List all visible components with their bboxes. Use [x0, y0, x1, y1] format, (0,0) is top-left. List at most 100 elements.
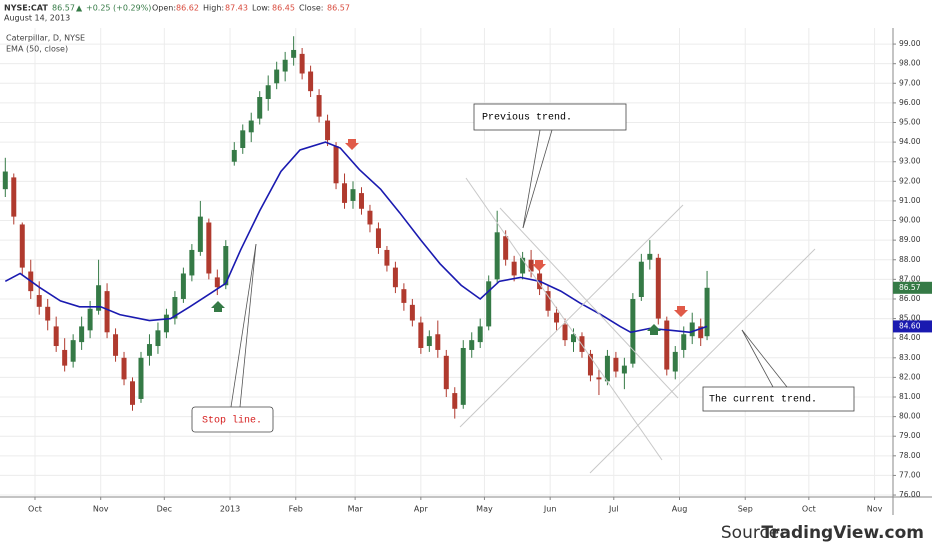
- change-arrow: ▲: [76, 4, 83, 13]
- trend-lines: [459, 177, 816, 474]
- y-tick-label: 91.00: [899, 196, 921, 205]
- sell-arrow: [532, 260, 546, 271]
- x-tick-label: Jun: [543, 505, 557, 514]
- candle-body: [2, 171, 8, 190]
- callout-text: Stop line.: [202, 415, 262, 427]
- candle-body: [113, 334, 119, 356]
- candle-body: [197, 216, 203, 252]
- x-tick-label: Mar: [348, 505, 364, 514]
- candle-body: [392, 267, 398, 288]
- x-tick-label: Oct: [28, 505, 42, 514]
- legend-entry: EMA (50, close): [6, 45, 68, 54]
- candle-body: [79, 326, 85, 343]
- buy-arrow: [211, 301, 225, 312]
- candle-body: [554, 312, 560, 323]
- close-label: Close:: [299, 4, 324, 13]
- x-tick-label: May: [476, 505, 493, 514]
- callout-pointer: [230, 243, 257, 408]
- candle-body: [189, 249, 195, 276]
- candle-body: [435, 334, 441, 350]
- candle-body: [511, 261, 517, 276]
- callout-box: [702, 386, 855, 412]
- candle-body: [11, 177, 17, 217]
- header: NYSE:CAT 86.57 ▲ +0.25 (+0.29%) Open: 86…: [4, 4, 350, 54]
- candle-body: [70, 340, 76, 362]
- date: August 14, 2013: [4, 14, 70, 23]
- candle-body: [248, 120, 254, 133]
- candle-body: [689, 322, 695, 337]
- candle-body: [704, 287, 710, 337]
- x-tick-label: Feb: [289, 505, 303, 514]
- y-tick-label: 86.00: [899, 294, 921, 303]
- candle-body: [638, 261, 644, 298]
- candle-body: [647, 253, 653, 260]
- trend-line: [459, 204, 684, 428]
- candle-body: [180, 273, 186, 299]
- callout-box: [191, 406, 274, 433]
- candle-body: [138, 357, 144, 399]
- sell-arrow: [674, 306, 688, 317]
- price-tag: [893, 281, 932, 294]
- candle-body: [342, 183, 348, 203]
- x-tick-label: Nov: [867, 505, 883, 514]
- candle-body: [104, 291, 110, 333]
- candle-body: [469, 340, 475, 350]
- candle-body: [520, 257, 526, 274]
- y-tick-label: 80.00: [899, 412, 921, 421]
- high-label: High:: [203, 4, 224, 13]
- candle-body: [325, 120, 331, 141]
- candle-body: [257, 97, 263, 119]
- candle-body: [443, 355, 449, 390]
- callout-pointer: [239, 243, 257, 408]
- candle-body: [316, 95, 322, 117]
- callout-text: The current trend.: [709, 394, 817, 406]
- y-tick-label: 83.00: [899, 353, 921, 362]
- candle-body: [384, 249, 390, 266]
- callout-box: [473, 103, 627, 131]
- x-tick-label: 2013: [220, 505, 240, 514]
- candle-body: [486, 281, 492, 327]
- y-tick-label: 79.00: [899, 431, 921, 440]
- y-tick-label: 90.00: [899, 216, 921, 225]
- trend-line: [499, 207, 679, 399]
- candle-body: [452, 393, 458, 409]
- x-tick-label: Apr: [414, 505, 429, 514]
- candle-body: [604, 355, 610, 382]
- callout-pointer: [741, 329, 774, 388]
- y-tick-label: 85.00: [899, 314, 921, 323]
- y-tick-label: 95.00: [899, 118, 921, 127]
- candle-body: [375, 228, 381, 248]
- candle-body: [223, 246, 229, 286]
- plot-area: [0, 28, 893, 497]
- y-tick-label: 97.00: [899, 78, 921, 87]
- candle-body: [596, 377, 602, 380]
- candle-body: [545, 291, 551, 311]
- trend-line: [465, 177, 663, 461]
- candle-body: [121, 357, 127, 380]
- candle-body: [477, 326, 483, 343]
- candle-body: [587, 353, 593, 376]
- y-tick-label: 92.00: [899, 176, 921, 185]
- chart-title: Caterpillar, D, NYSE: [6, 34, 85, 43]
- open-value: 86.62: [176, 4, 199, 13]
- low-value: 86.45: [272, 4, 295, 13]
- y-tick-label: 77.00: [899, 470, 921, 479]
- y-tick-label: 93.00: [899, 157, 921, 166]
- buy-arrow: [647, 324, 661, 335]
- low-label: Low:: [252, 4, 270, 13]
- candle-body: [96, 285, 102, 311]
- y-tick-label: 82.00: [899, 372, 921, 381]
- candle-body: [240, 130, 246, 148]
- callout-pointer: [522, 129, 553, 229]
- candle-body: [401, 289, 407, 303]
- price-tag-label: 84.60: [899, 321, 921, 330]
- callouts: Stop line. Previous trend. The current t…: [191, 103, 855, 433]
- candle-body: [163, 314, 169, 333]
- trend-line: [589, 248, 816, 474]
- x-tick-label: Sep: [738, 505, 753, 514]
- candle-body: [426, 336, 432, 347]
- candle-body: [562, 324, 568, 341]
- candle-body: [621, 365, 627, 374]
- candle-body: [45, 306, 51, 321]
- candle-body: [664, 320, 670, 370]
